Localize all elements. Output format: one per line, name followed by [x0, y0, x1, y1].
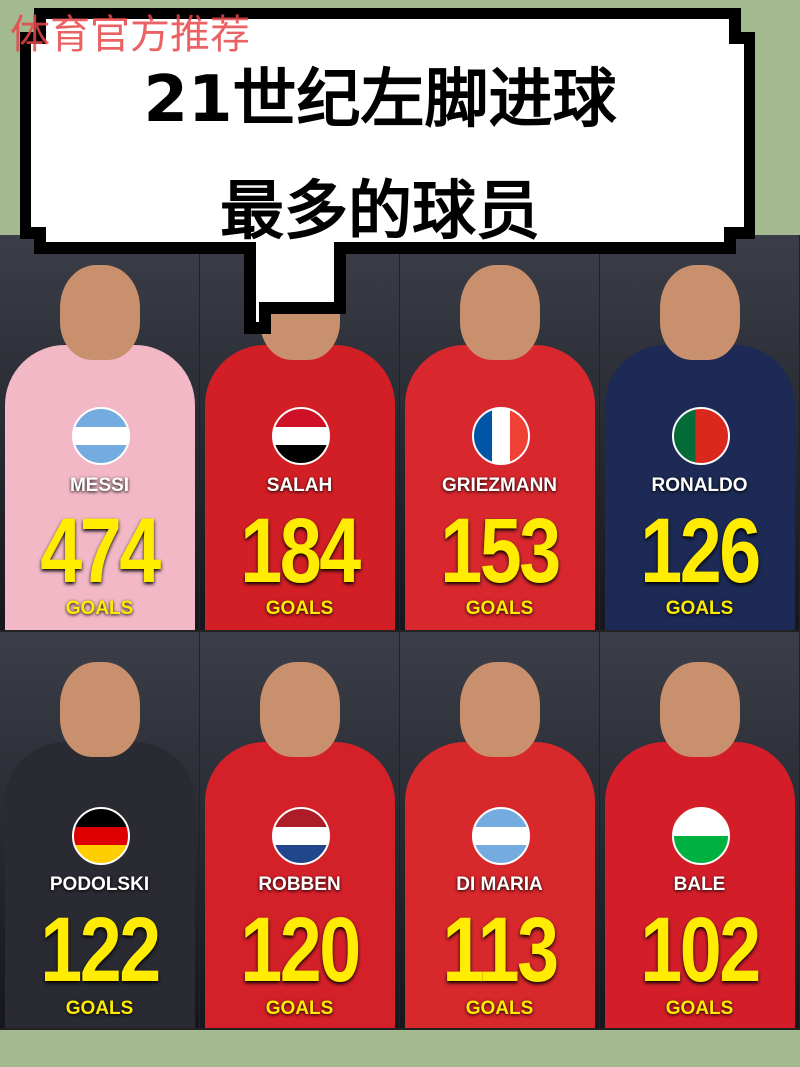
player-name: SALAH	[266, 475, 333, 496]
goal-count: 474	[40, 500, 161, 602]
player-head	[60, 265, 140, 360]
player-kit	[605, 742, 795, 1028]
watermark: 体育官方推荐	[10, 12, 250, 58]
france-flag-icon	[472, 407, 530, 465]
goals-label: GOALS	[265, 598, 334, 619]
player-name: GRIEZMANN	[441, 475, 558, 496]
goal-count: 184	[240, 500, 361, 602]
goal-count: 122	[40, 899, 161, 1001]
netherlands-flag-icon	[272, 807, 330, 865]
germany-flag-icon	[72, 807, 130, 865]
player-kit	[605, 345, 795, 630]
player-head	[460, 265, 540, 360]
player-kit	[205, 742, 395, 1028]
player-head	[60, 662, 140, 757]
player-head	[460, 662, 540, 757]
egypt-flag-icon	[272, 407, 330, 465]
goals-label: GOALS	[665, 998, 734, 1019]
player-card: SALAH 184 GOALS	[200, 235, 400, 632]
player-name: ROBBEN	[258, 874, 341, 895]
goal-count: 102	[640, 899, 761, 1001]
goal-count: 126	[640, 500, 761, 602]
player-kit	[405, 345, 595, 630]
goals-label: GOALS	[265, 998, 334, 1019]
player-card: RONALDO 126 GOALS	[600, 235, 800, 632]
player-kit	[405, 742, 595, 1028]
player-head	[260, 662, 340, 757]
goals-label: GOALS	[65, 598, 134, 619]
player-card: GRIEZMANN 153 GOALS	[400, 235, 600, 632]
goal-count: 153	[440, 500, 561, 602]
player-card: PODOLSKI 122 GOALS	[0, 632, 200, 1030]
title-line-2: 最多的球员	[220, 175, 540, 249]
goals-label: GOALS	[465, 598, 534, 619]
goal-count: 120	[240, 899, 361, 1001]
player-name: BALE	[673, 874, 726, 895]
wales-flag-icon	[672, 807, 730, 865]
argentina-flag-icon	[472, 807, 530, 865]
player-name: RONALDO	[651, 475, 748, 496]
argentina-flag-icon	[72, 407, 130, 465]
title-line-1: 21世纪左脚进球	[143, 63, 617, 137]
goals-label: GOALS	[465, 998, 534, 1019]
player-kit	[5, 742, 195, 1028]
player-card: DI MARIA 113 GOALS	[400, 632, 600, 1030]
player-head	[660, 265, 740, 360]
portugal-flag-icon	[672, 407, 730, 465]
player-card: ROBBEN 120 GOALS	[200, 632, 400, 1030]
speech-bubble	[20, 8, 755, 334]
player-name: DI MARIA	[456, 874, 543, 895]
goals-label: GOALS	[665, 598, 734, 619]
player-card: MESSI 474 GOALS	[0, 235, 200, 632]
goals-label: GOALS	[65, 998, 134, 1019]
player-head	[660, 662, 740, 757]
player-name: PODOLSKI	[49, 874, 150, 895]
players-grid: MESSI 474 GOALS SALAH 184 GOALS GRIEZMAN…	[0, 235, 800, 1030]
player-kit	[205, 345, 395, 630]
player-kit	[5, 345, 195, 630]
player-card: BALE 102 GOALS	[600, 632, 800, 1030]
player-name: MESSI	[69, 475, 130, 496]
goal-count: 113	[442, 899, 559, 1001]
